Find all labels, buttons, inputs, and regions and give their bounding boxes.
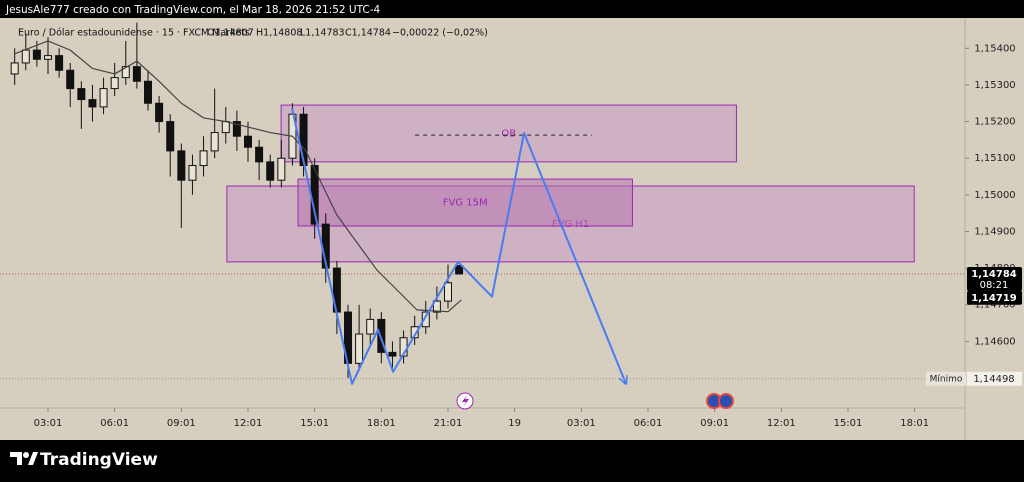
ohlc-close: C1,14784	[345, 28, 391, 39]
x-tick-label: 18:01	[367, 418, 396, 429]
candle-body	[377, 318, 386, 353]
y-tick-label: 1,15200	[974, 117, 1015, 128]
candle-body	[55, 55, 64, 71]
zone	[297, 178, 633, 227]
x-tick-label: 15:01	[834, 418, 863, 429]
countdown: 08:21	[980, 280, 1009, 291]
candle-body	[421, 311, 430, 328]
y-tick-label: 1,14700	[974, 300, 1015, 311]
logo-mark	[28, 452, 38, 465]
x-tick-label: 19	[508, 418, 521, 429]
low-tag-label: 1,14498	[973, 374, 1014, 385]
candle-body	[232, 121, 241, 137]
candle-body	[455, 265, 464, 275]
y-tick-label: 1,15000	[974, 190, 1015, 201]
x-tick-label: 09:01	[167, 418, 196, 429]
zone	[280, 104, 737, 163]
x-tick-label: 03:01	[34, 418, 63, 429]
candle-body	[366, 318, 375, 335]
lightning	[462, 395, 469, 407]
candle-body	[166, 121, 175, 152]
moving-average	[14, 40, 462, 313]
y-tick-label: 1,15400	[974, 43, 1015, 54]
x-tick-label: 18:01	[900, 418, 929, 429]
logo-mark	[10, 452, 22, 465]
candle-body	[132, 66, 141, 82]
candle-body	[277, 157, 286, 181]
header: JesusAle777 creado con TradingView.com, …	[5, 4, 381, 16]
candle-body	[355, 333, 364, 364]
x-tick-label: 09:01	[700, 418, 729, 429]
zone-label: FVG 15M	[443, 198, 488, 209]
y-tick-label: 1,14600	[974, 336, 1015, 347]
projection	[291, 107, 626, 384]
ohlc-open: O1,14807	[207, 28, 254, 39]
x-tick-label: 12:01	[234, 418, 263, 429]
y-tick-label: 1,15100	[974, 153, 1015, 164]
candle-body	[21, 49, 30, 64]
x-tick-label: 06:01	[634, 418, 663, 429]
low-name: Mínimo	[930, 374, 963, 384]
candle-body	[110, 77, 119, 90]
price-tag	[967, 290, 1022, 305]
candle-body	[10, 62, 19, 75]
brand: TradingView	[40, 450, 158, 470]
candle-body	[266, 161, 275, 181]
candle-body	[410, 326, 419, 339]
symbol: Euro / Dólar estadounidense · 15 · FXCM …	[18, 28, 250, 39]
candle-body	[144, 80, 152, 104]
candle-body	[177, 150, 186, 181]
candle-body	[432, 300, 441, 313]
candle-body	[99, 88, 108, 108]
candle-body	[388, 351, 397, 357]
x-tick-label: 21:01	[434, 418, 463, 429]
candle-body	[244, 135, 252, 148]
ohlc-high: H1,14808	[256, 28, 302, 39]
candle-body	[155, 102, 164, 123]
candle-body	[221, 121, 230, 134]
low-name-box	[926, 371, 966, 386]
plot-area: FVG H1OBFVG 15M1,154001,153001,152001,15…	[0, 22, 1022, 429]
x-tick-label: 06:01	[100, 418, 129, 429]
low-tag	[967, 371, 1022, 386]
price-tag-label: 1,14719	[971, 293, 1017, 304]
candle-body	[121, 66, 130, 79]
candle-body	[188, 165, 197, 181]
x-tick-label: 15:01	[300, 418, 329, 429]
candle-body	[199, 150, 208, 167]
event-icon[interactable]	[718, 393, 734, 409]
candle-body	[444, 282, 452, 302]
candle-body	[66, 69, 75, 90]
candle-body	[77, 88, 86, 101]
x-tick-label: 12:01	[767, 418, 796, 429]
zone-label: OB	[501, 128, 516, 139]
price-tag-label: 1,14784	[971, 269, 1017, 280]
x-tick-label: 03:01	[567, 418, 596, 429]
candle-body	[44, 55, 52, 60]
candle-body	[255, 146, 264, 163]
candle-body	[32, 49, 41, 60]
ohlc-low: L1,14783	[300, 28, 345, 39]
ohlc-change: −0,00022 (−0,02%)	[392, 28, 488, 39]
candle-body	[210, 132, 219, 152]
footer-logo: TradingView	[10, 450, 158, 470]
event-icons	[456, 392, 734, 410]
y-tick-label: 1,14900	[974, 226, 1015, 237]
price-tag	[967, 266, 1022, 291]
candle-body	[88, 99, 97, 108]
y-tick-label: 1,15300	[974, 80, 1015, 91]
logo-mark	[23, 452, 29, 458]
